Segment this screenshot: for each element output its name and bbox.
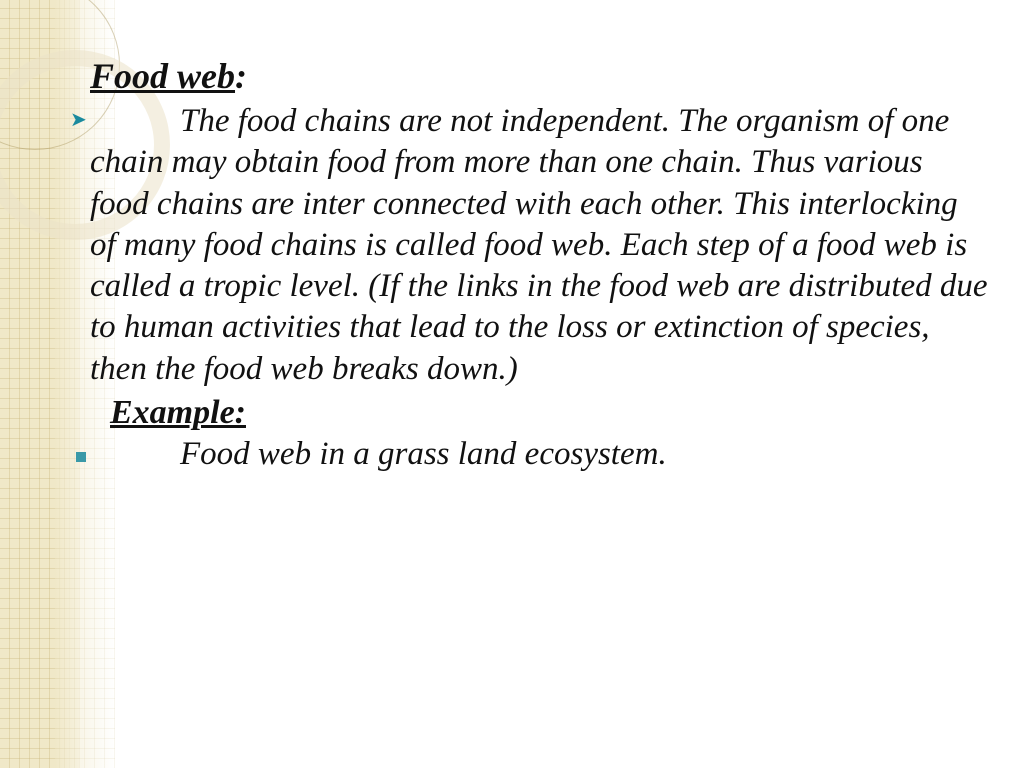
slide-content: Food web: ➤ The food chains are not inde… [90,55,994,473]
title-text: Food web [90,56,235,96]
example-heading: Example: [110,394,994,432]
slide-title: Food web: [90,55,994,97]
body-block: ➤ The food chains are not independent. T… [90,101,994,390]
title-suffix: : [235,56,247,96]
example-block: Food web in a grass land ecosystem. [90,436,994,473]
square-bullet-icon [76,452,86,462]
arrow-bullet-icon: ➤ [70,107,87,132]
body-paragraph: The food chains are not independent. The… [90,101,994,390]
example-text: Food web in a grass land ecosystem. [180,436,994,473]
